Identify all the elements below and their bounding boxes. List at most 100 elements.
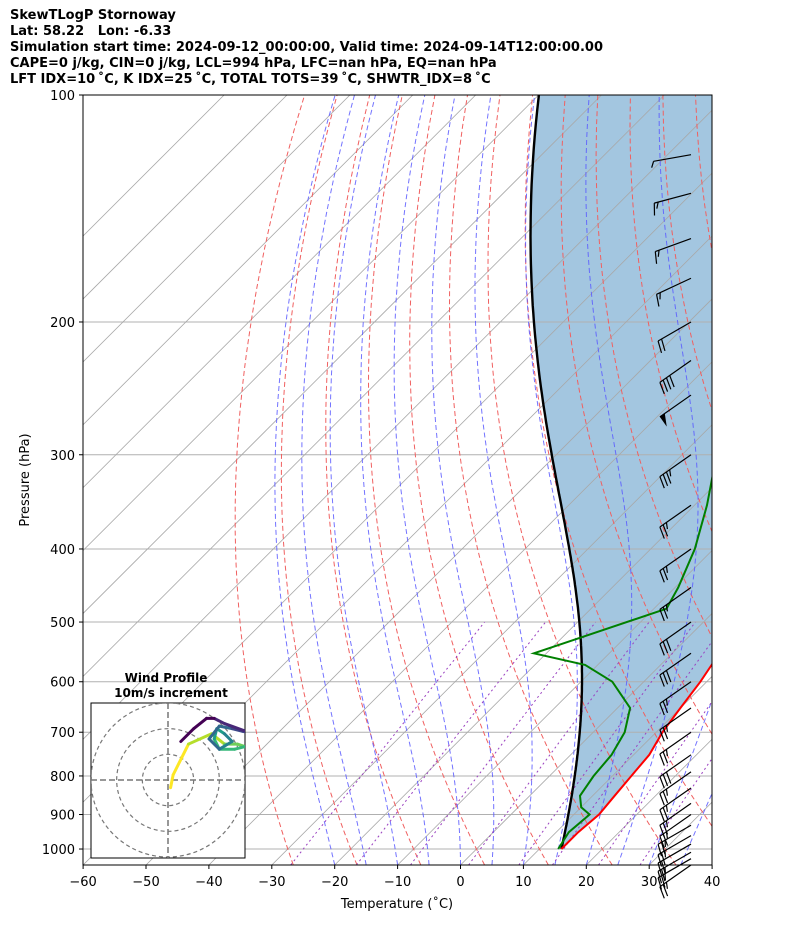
hodograph-segment bbox=[192, 716, 208, 731]
wind-barb bbox=[659, 754, 692, 789]
hodograph-subtitle: 10m/s increment bbox=[114, 686, 228, 700]
wind-barb-feather bbox=[662, 606, 669, 619]
x-tick-label: 10 bbox=[515, 875, 532, 890]
hodograph-segment bbox=[179, 727, 196, 743]
wind-barb-feather bbox=[665, 566, 669, 573]
y-axis-label: Pressure (hPa) bbox=[18, 433, 33, 526]
wind-barb-staff bbox=[656, 277, 692, 295]
wind-barb-feather bbox=[659, 643, 665, 656]
wind-barb-feather bbox=[657, 250, 660, 257]
x-tick-label: 20 bbox=[578, 875, 595, 890]
wind-barb-staff bbox=[659, 504, 692, 528]
moist-adiabat-line bbox=[525, 95, 578, 865]
wind-barb bbox=[659, 504, 692, 539]
wind-barb-feather bbox=[662, 641, 669, 654]
hodograph-segment bbox=[207, 724, 221, 741]
wind-barb-feather bbox=[665, 471, 672, 484]
wind-barb-feather bbox=[660, 860, 666, 874]
wind-barb-feather bbox=[659, 526, 665, 539]
wind-barb bbox=[659, 787, 692, 822]
isotherm-line bbox=[83, 95, 288, 300]
x-tick-label: −40 bbox=[195, 875, 222, 890]
mixing-ratio-line bbox=[639, 757, 712, 865]
moist-adiabat-line bbox=[360, 95, 430, 865]
wind-barb bbox=[659, 621, 692, 656]
parcel-profile-line bbox=[529, 95, 584, 850]
dry-adiabat-line bbox=[560, 95, 712, 736]
isotherm-line bbox=[397, 550, 712, 865]
isotherm-line bbox=[775, 95, 794, 865]
wind-barb-staff bbox=[657, 321, 692, 342]
wind-barb-staff bbox=[659, 864, 692, 888]
wind-barb-staff bbox=[659, 707, 692, 731]
dry-adiabat-line bbox=[325, 95, 422, 865]
isotherm-line bbox=[83, 95, 476, 489]
wind-barb-feather bbox=[665, 698, 669, 706]
isotherm-line bbox=[83, 95, 539, 552]
wind-barb bbox=[654, 237, 692, 264]
wind-barb-feather bbox=[665, 639, 672, 652]
dry-adiabat-line bbox=[761, 95, 794, 865]
isotherm-line bbox=[83, 95, 225, 237]
mixing-ratio-line bbox=[598, 700, 712, 865]
mixing-ratio-line bbox=[551, 640, 712, 865]
wind-barb-pennant bbox=[659, 413, 667, 427]
wind-barb-feather bbox=[659, 753, 665, 766]
isotherm-line bbox=[208, 361, 712, 865]
wind-barb-feather bbox=[657, 871, 663, 884]
wind-barb bbox=[659, 587, 692, 622]
wind-barb bbox=[659, 394, 692, 427]
wind-barb-feather bbox=[662, 822, 669, 835]
dry-adiabat-line bbox=[524, 95, 712, 828]
hodograph-segment bbox=[233, 745, 245, 751]
moist-adiabat-line bbox=[393, 95, 461, 865]
temperature-line bbox=[560, 662, 712, 850]
isotherm-line bbox=[145, 298, 712, 865]
wind-barb-feather bbox=[665, 788, 669, 796]
wind-barb-feather bbox=[659, 886, 665, 899]
wind-barb bbox=[659, 814, 692, 849]
wind-barb-feather bbox=[660, 338, 666, 352]
wind-barb-feather bbox=[665, 604, 669, 612]
wind-barb-feather bbox=[662, 774, 669, 787]
wind-barb-staff bbox=[659, 587, 692, 610]
wind-barb-staff bbox=[659, 548, 692, 572]
dry-adiabat-line bbox=[487, 95, 677, 865]
wind-barb-feather bbox=[659, 776, 665, 789]
isotherm-line bbox=[271, 424, 712, 865]
y-tick-label: 500 bbox=[50, 616, 75, 631]
wind-barb bbox=[659, 652, 692, 687]
wind-barb-staff bbox=[659, 652, 692, 676]
wind-barb-feather bbox=[662, 379, 669, 392]
isotherm-line bbox=[83, 95, 602, 615]
index-line: LFT IDX=10 ˚C, K IDX=25 ˚C, TOTAL TOTS=3… bbox=[10, 72, 491, 87]
wind-barb-feather bbox=[665, 522, 669, 530]
wind-barb-staff bbox=[654, 192, 692, 204]
dry-adiabat-line bbox=[367, 95, 486, 865]
wind-barb-feather bbox=[659, 809, 665, 822]
wind-barb-feather bbox=[651, 161, 655, 168]
wind-barb-staff bbox=[659, 754, 692, 778]
wind-barb-feather bbox=[662, 751, 669, 764]
wind-barb bbox=[659, 771, 692, 806]
isotherm-line bbox=[83, 109, 712, 740]
wind-barb-feather bbox=[659, 836, 665, 849]
x-tick-label: −50 bbox=[132, 875, 159, 890]
mixing-ratio-line bbox=[290, 621, 485, 865]
wind-barb-staff bbox=[659, 814, 692, 837]
x-tick-label: 30 bbox=[641, 875, 658, 890]
x-tick-label: −30 bbox=[258, 875, 285, 890]
wind-barb bbox=[659, 548, 692, 583]
hodograph-segment bbox=[171, 742, 191, 777]
hodograph-segment bbox=[222, 722, 245, 733]
y-tick-label: 900 bbox=[50, 809, 75, 824]
hodograph-segment bbox=[169, 773, 175, 790]
wind-barb bbox=[659, 454, 692, 489]
mixing-ratio-line bbox=[356, 621, 546, 865]
wind-barb bbox=[659, 681, 692, 716]
wind-barb-feather bbox=[662, 884, 669, 897]
hodograph-segment bbox=[207, 737, 221, 751]
wind-barb-staff bbox=[659, 360, 692, 383]
moist-adiabat-line bbox=[431, 95, 495, 865]
wind-barb-feather bbox=[659, 793, 665, 806]
